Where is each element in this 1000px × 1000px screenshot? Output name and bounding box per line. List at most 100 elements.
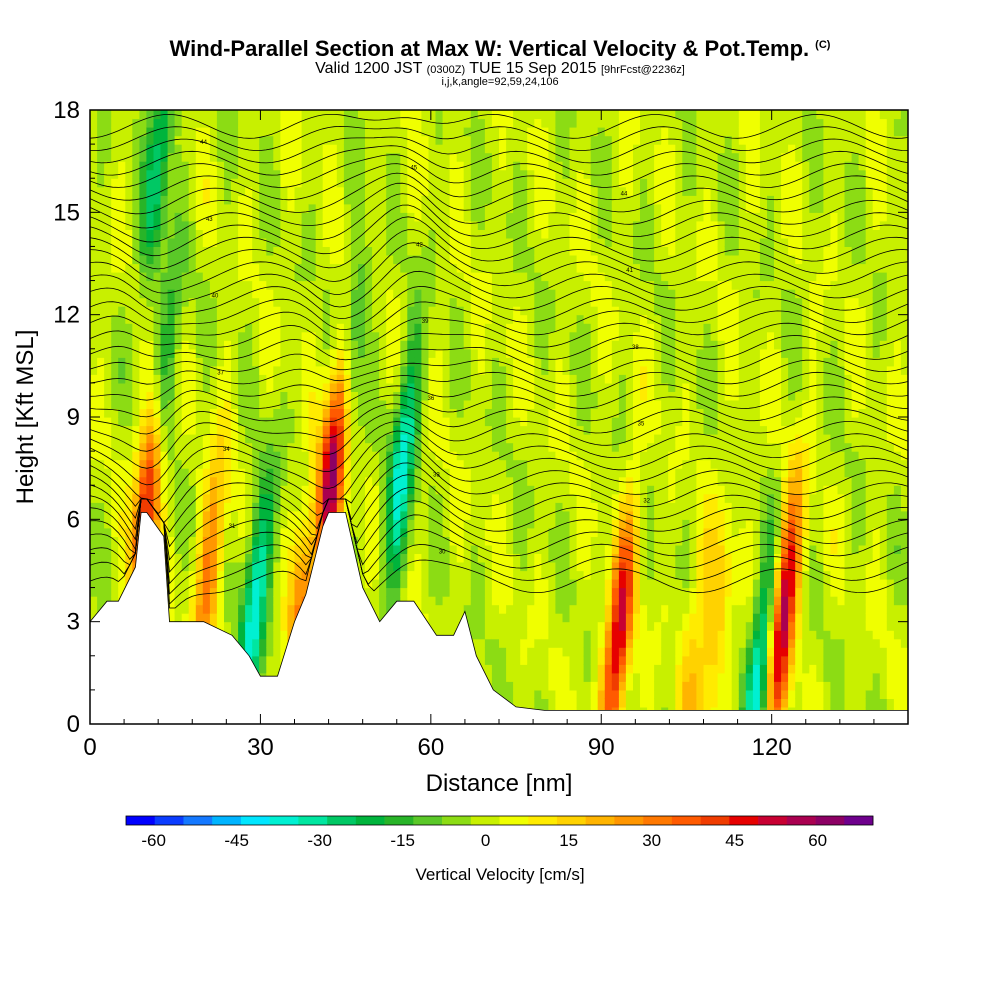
velocity-cell: [273, 630, 281, 640]
velocity-cell: [499, 527, 507, 537]
velocity-cell: [308, 135, 317, 145]
velocity-cell: [562, 169, 571, 179]
velocity-cell: [527, 434, 535, 444]
velocity-cell: [470, 161, 479, 171]
velocity-cell: [195, 331, 204, 341]
velocity-cell: [534, 417, 542, 427]
velocity-cell: [484, 502, 493, 512]
velocity-cell: [372, 306, 380, 316]
velocity-cell: [287, 340, 296, 350]
velocity-cell: [435, 135, 444, 145]
velocity-cell: [139, 246, 148, 256]
velocity-cell: [442, 272, 451, 282]
velocity-cell: [407, 502, 415, 512]
velocity-cell: [484, 280, 493, 290]
velocity-cell: [534, 604, 542, 614]
velocity-cell: [548, 434, 557, 444]
velocity-cell: [350, 127, 359, 137]
velocity-cell: [428, 229, 437, 239]
velocity-cell: [365, 493, 373, 503]
velocity-cell: [174, 161, 183, 171]
velocity-cell: [245, 220, 253, 230]
velocity-cell: [442, 408, 451, 418]
velocity-cell: [400, 579, 408, 589]
velocity-cell: [322, 357, 331, 367]
velocity-cell: [167, 280, 176, 290]
velocity-cell: [202, 110, 211, 120]
velocity-cell: [414, 314, 423, 324]
velocity-cell: [209, 434, 218, 444]
velocity-cell: [216, 408, 225, 418]
velocity-cell: [555, 459, 564, 469]
velocity-cell: [435, 417, 444, 427]
velocity-cell: [329, 297, 338, 307]
velocity-cell: [407, 237, 415, 247]
velocity-cell: [181, 348, 190, 358]
velocity-cell: [506, 519, 514, 529]
velocity-cell: [513, 596, 521, 606]
velocity-cell: [506, 144, 514, 154]
velocity-cell: [372, 246, 380, 256]
velocity-cell: [343, 135, 352, 145]
velocity-cell: [336, 459, 345, 469]
velocity-cell: [555, 613, 564, 623]
velocity-cell: [428, 186, 437, 196]
velocity-cell: [287, 246, 296, 256]
velocity-cell: [90, 408, 98, 418]
velocity-cell: [520, 485, 528, 495]
velocity-cell: [181, 314, 190, 324]
velocity-cell: [273, 220, 281, 230]
velocity-cell: [386, 587, 394, 597]
velocity-cell: [209, 297, 218, 307]
velocity-cell: [470, 348, 479, 358]
velocity-cell: [393, 502, 401, 512]
velocity-cell: [491, 417, 500, 427]
velocity-cell: [527, 255, 535, 265]
velocity-cell: [400, 468, 408, 478]
velocity-cell: [513, 289, 521, 299]
velocity-cell: [259, 425, 267, 435]
velocity-cell: [499, 596, 507, 606]
velocity-cell: [294, 536, 303, 546]
velocity-cell: [231, 468, 239, 478]
velocity-cell: [442, 255, 451, 265]
velocity-cell: [527, 630, 535, 640]
velocity-cell: [224, 220, 232, 230]
velocity-cell: [379, 459, 387, 469]
velocity-cell: [548, 289, 557, 299]
velocity-cell: [527, 212, 535, 222]
velocity-cell: [350, 536, 359, 546]
velocity-cell: [484, 672, 493, 682]
velocity-cell: [188, 510, 197, 520]
velocity-cell: [442, 510, 451, 520]
velocity-cell: [202, 553, 211, 563]
velocity-cell: [224, 425, 232, 435]
velocity-cell: [541, 203, 549, 213]
velocity-cell: [273, 229, 281, 239]
velocity-cell: [139, 417, 148, 427]
velocity-cell: [294, 178, 303, 188]
velocity-cell: [125, 374, 133, 384]
velocity-cell: [555, 510, 564, 520]
velocity-cell: [308, 144, 317, 154]
velocity-cell: [477, 110, 486, 120]
velocity-cell: [449, 502, 458, 512]
velocity-cell: [160, 382, 169, 392]
velocity-cell: [400, 203, 408, 213]
velocity-cell: [379, 434, 387, 444]
velocity-cell: [132, 263, 140, 273]
velocity-cell: [421, 408, 430, 418]
velocity-cell: [252, 434, 260, 444]
velocity-cell: [428, 613, 437, 623]
velocity-cell: [336, 468, 345, 478]
velocity-cell: [195, 178, 204, 188]
velocity-cell: [231, 348, 239, 358]
velocity-cell: [266, 596, 274, 606]
velocity-cell: [238, 212, 246, 222]
velocity-cell: [224, 451, 232, 461]
velocity-cell: [372, 229, 380, 239]
velocity-cell: [343, 306, 352, 316]
velocity-cell: [238, 408, 246, 418]
velocity-cell: [484, 459, 493, 469]
velocity-cell: [365, 144, 373, 154]
